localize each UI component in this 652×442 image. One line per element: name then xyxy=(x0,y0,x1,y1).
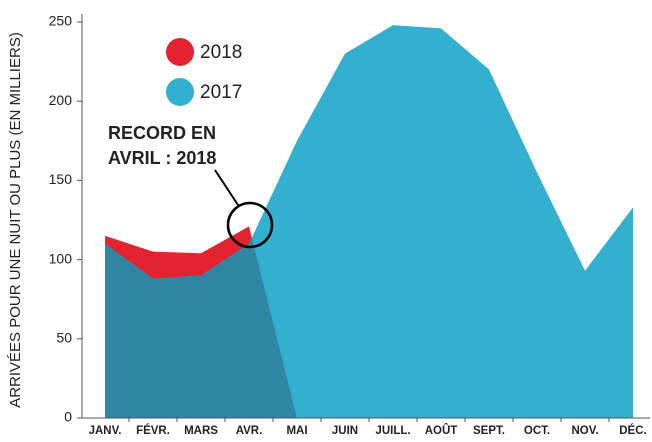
x-tick-label: JANV. xyxy=(89,425,122,437)
x-tick-label: SEPT. xyxy=(473,425,505,437)
annotation: AVRIL : 2018 xyxy=(108,148,216,168)
x-tick-label: DÉC. xyxy=(619,424,646,437)
legend-label: 2018 xyxy=(200,42,242,63)
x-tick-label: JUILL. xyxy=(375,425,410,437)
y-tick-label: 0 xyxy=(64,409,72,425)
x-tick-label: JUIN xyxy=(332,425,358,437)
legend-swatch xyxy=(166,78,194,106)
y-tick-label: 100 xyxy=(49,250,73,266)
annotation: RECORD EN xyxy=(108,123,216,143)
y-tick-label: 50 xyxy=(56,330,72,346)
y-tick-label: 200 xyxy=(49,92,73,108)
x-tick-label: OCT. xyxy=(524,425,550,437)
x-tick-label: MARS xyxy=(184,425,218,437)
x-tick-label: FÉVR. xyxy=(136,424,170,437)
annotation-line xyxy=(214,169,239,206)
y-tick-label: 150 xyxy=(49,171,73,187)
x-tick-label: MAI xyxy=(286,425,307,437)
legend-label: 2017 xyxy=(200,82,242,103)
y-axis-label: ARRIVÉES POUR UNE NUIT OU PLUS (EN MILLI… xyxy=(7,32,24,408)
annotation-circle xyxy=(226,201,274,249)
x-tick-label: NOV. xyxy=(571,425,598,437)
x-tick-label: AOÛT xyxy=(425,424,458,437)
legend-swatch xyxy=(166,38,194,66)
y-tick-label: 250 xyxy=(49,13,73,29)
x-tick-label: AVR. xyxy=(236,425,263,437)
